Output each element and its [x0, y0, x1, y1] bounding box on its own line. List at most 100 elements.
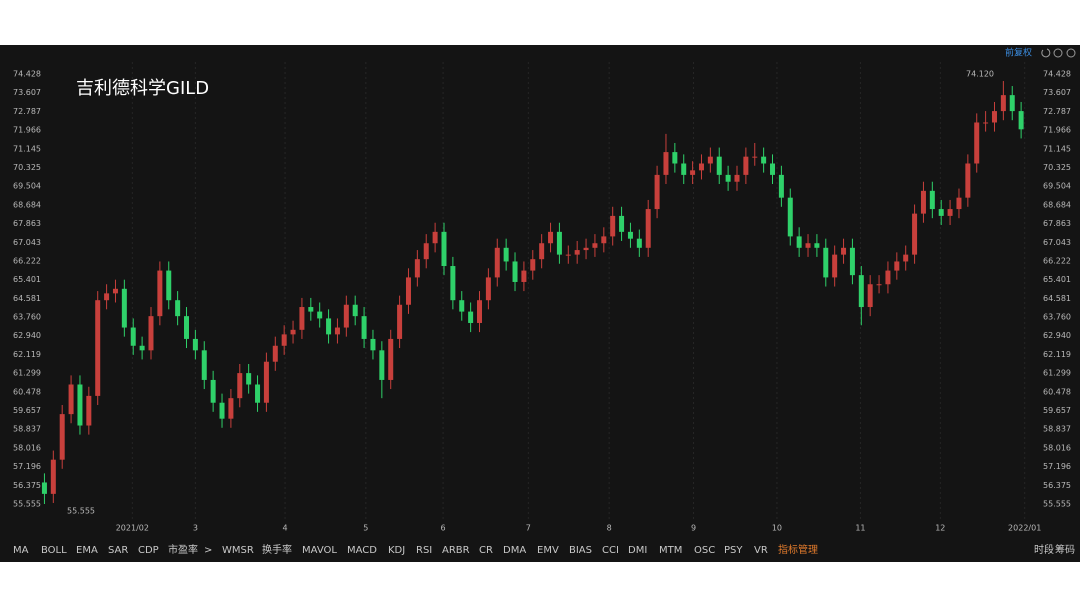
candle-body	[432, 231, 438, 244]
indicator-tab[interactable]: BIAS	[569, 545, 592, 556]
candle-body	[157, 270, 163, 317]
indicator-tab[interactable]: OSC	[694, 545, 715, 556]
candle-body	[263, 361, 269, 403]
candle-body	[41, 482, 47, 494]
candle-body	[1000, 95, 1006, 112]
y-tick-label-right: 56.375	[1043, 481, 1071, 490]
candle-body	[681, 163, 687, 175]
side-button[interactable]: 筹码	[1055, 543, 1075, 556]
indicator-tab[interactable]: ARBR	[442, 545, 470, 556]
candle-body	[166, 270, 172, 301]
indicator-tab[interactable]: PSY	[724, 545, 743, 556]
indicator-tab[interactable]: SAR	[108, 545, 128, 556]
x-tick-label: 11	[855, 524, 865, 533]
candle-body	[228, 398, 234, 419]
candle-body	[219, 402, 225, 419]
side-button[interactable]: 时段	[1034, 543, 1054, 556]
indicator-tab[interactable]: CR	[479, 545, 493, 556]
y-tick-label-right: 68.684	[1043, 200, 1071, 209]
candle-body	[938, 209, 944, 216]
candle-body	[175, 300, 181, 317]
candle-body	[485, 277, 491, 301]
y-tick-label: 62.119	[13, 350, 41, 359]
candle-body	[423, 243, 429, 260]
candle-body	[876, 284, 882, 286]
y-tick-label: 55.555	[13, 500, 41, 509]
candle-body	[805, 243, 811, 248]
candle-body	[539, 243, 545, 260]
indicator-tab[interactable]: 指标管理	[778, 543, 818, 556]
indicator-tab[interactable]: WMSR	[222, 545, 254, 556]
y-tick-label-right: 65.401	[1043, 275, 1071, 284]
candle-body	[104, 293, 110, 301]
indicator-tab[interactable]: MTM	[659, 545, 682, 556]
y-tick-label-right: 55.555	[1043, 500, 1071, 509]
indicator-tab[interactable]: MAVOL	[302, 545, 337, 556]
candle-body	[237, 373, 243, 399]
candle-body	[592, 243, 598, 248]
candle-body	[743, 156, 749, 175]
candle-body	[450, 266, 456, 301]
candle-body	[796, 236, 802, 248]
candle-body	[920, 190, 926, 214]
y-tick-label: 72.787	[13, 107, 41, 116]
indicator-tab[interactable]: 换手率	[262, 543, 292, 556]
candle-body	[716, 156, 722, 175]
candle-body	[725, 174, 731, 182]
adjust-toggle[interactable]: 前复权	[1005, 47, 1032, 59]
candle-body	[690, 170, 696, 175]
y-tick-label-right: 71.966	[1043, 126, 1071, 135]
indicator-tab[interactable]: KDJ	[388, 545, 405, 556]
candle-body	[77, 384, 83, 426]
candle-body	[299, 307, 305, 330]
indicator-tab[interactable]: DMI	[628, 545, 647, 556]
candle-body	[370, 338, 376, 351]
reset-icon[interactable]	[1041, 48, 1051, 58]
candle-body	[991, 111, 997, 123]
candle-body	[95, 300, 101, 396]
candle-body	[68, 384, 74, 415]
y-tick-label-right: 57.196	[1043, 462, 1071, 471]
zoom-in-icon[interactable]	[1066, 48, 1076, 58]
indicator-tab[interactable]: CDP	[138, 545, 159, 556]
candle-body	[290, 329, 296, 335]
indicator-tab[interactable]: DMA	[503, 545, 526, 556]
candle-body	[494, 247, 500, 278]
y-tick-label: 66.222	[13, 256, 41, 265]
candle-body	[246, 373, 252, 385]
indicator-tab[interactable]: EMV	[537, 545, 559, 556]
candle-body	[59, 414, 65, 460]
candle-body	[334, 327, 340, 335]
more-chevron[interactable]: >	[204, 545, 212, 556]
y-tick-label-right: 60.478	[1043, 387, 1071, 396]
candle-body	[192, 338, 198, 351]
x-tick-label: 6	[441, 524, 446, 533]
candle-body	[841, 247, 847, 255]
candle-body	[663, 152, 669, 175]
candle-body	[601, 236, 607, 244]
indicator-tab[interactable]: MACD	[347, 545, 377, 556]
y-tick-label: 61.299	[13, 369, 41, 378]
indicator-tab[interactable]: RSI	[416, 545, 432, 556]
indicator-tab[interactable]: EMA	[76, 545, 98, 556]
candle-body	[583, 247, 589, 251]
candle-body	[627, 231, 633, 239]
chart-title: 吉利德科学GILD	[76, 78, 209, 99]
candle-body	[778, 174, 784, 198]
candle-body	[761, 156, 767, 164]
candle-body	[530, 259, 536, 271]
y-tick-label-right: 61.299	[1043, 369, 1071, 378]
candle-body	[565, 254, 571, 256]
x-tick-label: 3	[193, 524, 198, 533]
indicator-tab[interactable]: 市盈率	[168, 543, 198, 556]
indicator-tab[interactable]: MA	[13, 545, 29, 556]
indicator-tab[interactable]: BOLL	[41, 545, 67, 556]
indicator-tab[interactable]: CCI	[602, 545, 619, 556]
zoom-out-icon[interactable]	[1053, 48, 1063, 58]
candle-body	[343, 304, 349, 328]
candle-body	[965, 163, 971, 198]
indicator-tab[interactable]: VR	[754, 545, 768, 556]
y-tick-label: 69.504	[13, 182, 41, 191]
min-label: 55.555	[67, 507, 95, 516]
candle-body	[281, 334, 287, 346]
